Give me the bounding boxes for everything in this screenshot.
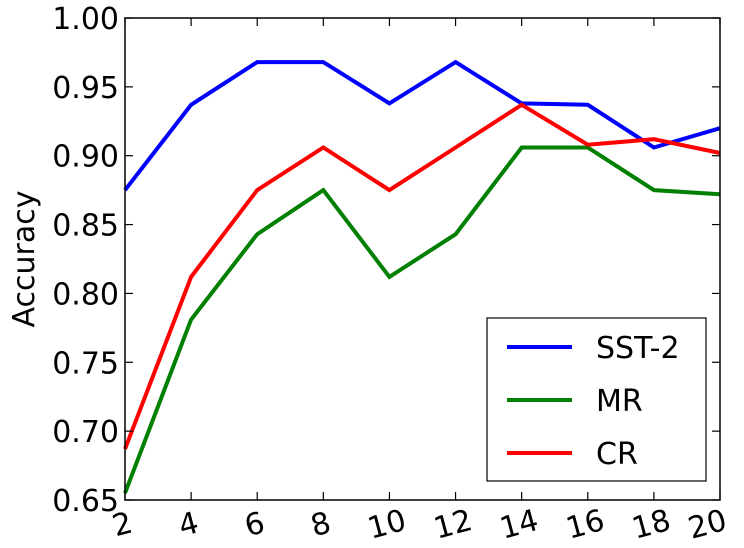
y-tick-label: 0.95 [52, 71, 119, 106]
series-line-sst-2 [123, 59, 721, 192]
legend-label: CR [596, 437, 638, 472]
y-tick-label: 1.00 [52, 2, 119, 37]
legend: SST-2 MR CR [486, 317, 707, 482]
series-line-cr [123, 102, 721, 450]
series-layer [123, 59, 721, 494]
y-tick-label: 0.75 [52, 346, 119, 381]
legend-label: SST-2 [596, 331, 680, 366]
x-tick-label: 2 [109, 505, 137, 544]
x-tick-label: 10 [364, 503, 410, 547]
x-tick-label: 18 [628, 503, 674, 547]
x-tick-label: 14 [496, 503, 542, 547]
y-tick-label: 0.80 [52, 277, 119, 312]
plot-frame [124, 17, 721, 501]
y-axis-label: Accuracy [7, 191, 42, 328]
x-tick-label: 4 [175, 505, 203, 544]
x-tick-label: 12 [430, 503, 476, 547]
series-line-mr [123, 145, 721, 494]
x-tick-label: 20 [685, 503, 731, 547]
ticks-layer: 0.65 0.70 0.75 0.80 0.85 0.90 0.95 1.00 2 4 6 8 10 12… [52, 2, 730, 547]
x-tick-label: 16 [562, 503, 608, 547]
x-tick-label: 6 [241, 505, 269, 544]
y-tick-label: 0.70 [52, 415, 119, 450]
legend-items: SST-2 MR CR [507, 331, 680, 472]
x-tick-label: 8 [307, 505, 335, 544]
y-tick-label: 0.90 [52, 140, 119, 175]
y-tick-label: 0.65 [52, 484, 119, 519]
y-tick-label: 0.85 [52, 209, 119, 244]
legend-label: MR [596, 384, 643, 419]
